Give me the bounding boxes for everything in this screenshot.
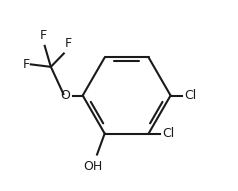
Text: OH: OH (84, 160, 103, 173)
Text: F: F (64, 37, 72, 50)
Text: Cl: Cl (162, 127, 174, 140)
Text: F: F (40, 29, 47, 42)
Text: O: O (60, 89, 70, 102)
Text: Cl: Cl (184, 89, 196, 102)
Text: F: F (22, 58, 30, 71)
